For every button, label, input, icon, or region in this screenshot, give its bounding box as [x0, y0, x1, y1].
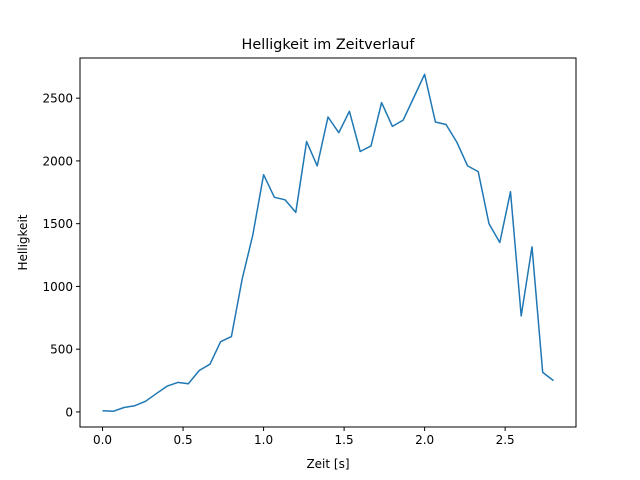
- plot-area: [102, 73, 554, 413]
- y-tick-label: 0: [65, 405, 73, 419]
- x-tick-label: 2.0: [415, 433, 434, 447]
- y-tick-label: 1000: [42, 280, 73, 294]
- chart-title: Helligkeit im Zeitverlauf: [242, 37, 416, 53]
- y-tick-label: 2000: [42, 154, 73, 168]
- series-line: [102, 73, 554, 413]
- x-tick-label: 1.5: [335, 433, 354, 447]
- y-tick-label: 2500: [42, 92, 73, 106]
- x-tick-label: 0.0: [93, 433, 112, 447]
- x-tick-label: 0.5: [174, 433, 193, 447]
- x-tick-label: 2.5: [496, 433, 515, 447]
- y-tick-label: 1500: [42, 217, 73, 231]
- y-axis: 0 500 1000 1500 2000 2500: [42, 92, 80, 419]
- y-axis-label: Helligkeit: [16, 214, 30, 270]
- plot-frame: [79, 57, 577, 428]
- x-tick-label: 1.0: [254, 433, 273, 447]
- y-tick-label: 500: [50, 343, 73, 357]
- x-axis: 0.0 0.5 1.0 1.5 2.0 2.5: [93, 427, 515, 447]
- x-axis-label: Zeit [s]: [306, 457, 349, 471]
